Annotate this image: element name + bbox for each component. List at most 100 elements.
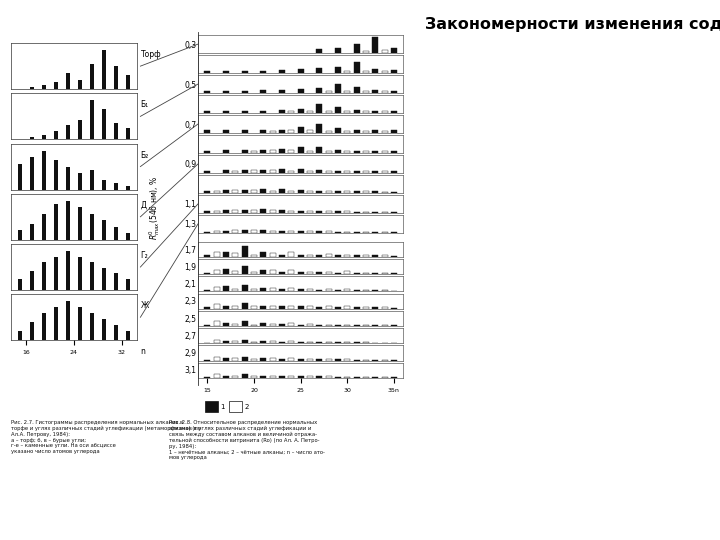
Bar (354, 307, 359, 309)
Bar (260, 230, 266, 233)
Bar (297, 307, 304, 309)
Bar (382, 360, 387, 361)
Bar (30, 157, 34, 190)
Bar (335, 128, 341, 133)
Bar (354, 377, 359, 378)
Bar (307, 342, 313, 343)
Bar (372, 232, 378, 233)
Bar (279, 188, 285, 193)
Bar (354, 110, 359, 113)
Bar (354, 360, 359, 361)
Bar (344, 211, 350, 213)
Bar (204, 273, 210, 274)
Bar (297, 89, 304, 93)
Text: 1,7: 1,7 (184, 246, 197, 254)
Text: 3,1: 3,1 (184, 367, 197, 375)
Bar (242, 171, 248, 173)
Bar (269, 306, 276, 309)
Bar (325, 191, 332, 193)
Bar (307, 171, 313, 173)
Text: 2: 2 (244, 404, 248, 410)
Bar (316, 307, 323, 309)
Bar (335, 191, 341, 193)
Bar (382, 111, 387, 113)
Bar (42, 85, 46, 89)
Bar (344, 171, 350, 173)
Bar (391, 360, 397, 361)
Bar (382, 50, 387, 53)
Bar (335, 150, 341, 153)
Bar (354, 212, 359, 213)
Bar (335, 273, 341, 274)
Bar (363, 51, 369, 53)
Bar (260, 323, 266, 326)
Bar (372, 255, 378, 257)
Bar (382, 325, 387, 326)
Bar (233, 271, 238, 274)
Bar (325, 325, 332, 326)
Bar (344, 342, 350, 343)
Bar (102, 319, 106, 340)
Bar (42, 135, 46, 139)
Bar (307, 359, 313, 361)
Bar (279, 289, 285, 292)
Bar (204, 377, 210, 378)
Bar (242, 266, 248, 274)
Bar (102, 180, 106, 190)
Bar (251, 171, 257, 173)
Bar (297, 127, 304, 133)
Bar (297, 325, 304, 326)
Bar (42, 262, 46, 290)
Bar (233, 376, 238, 378)
Bar (78, 80, 82, 89)
Bar (233, 211, 238, 213)
Bar (363, 111, 369, 113)
Bar (223, 111, 229, 113)
Bar (316, 49, 323, 53)
Bar (42, 151, 46, 190)
Bar (223, 91, 229, 93)
Bar (251, 307, 257, 309)
Bar (391, 131, 397, 133)
Bar (204, 360, 210, 361)
Bar (288, 269, 294, 274)
Bar (223, 71, 229, 73)
Bar (372, 212, 378, 213)
Bar (78, 173, 82, 190)
Bar (279, 110, 285, 113)
Bar (354, 87, 359, 93)
Bar (90, 170, 94, 190)
Bar (372, 69, 378, 73)
Bar (372, 273, 378, 274)
Text: 2,7: 2,7 (184, 332, 197, 341)
Bar (325, 342, 332, 343)
Bar (363, 131, 369, 133)
Bar (251, 359, 257, 361)
Bar (372, 325, 378, 326)
Bar (30, 224, 34, 240)
Bar (66, 301, 70, 340)
Bar (391, 291, 397, 292)
Bar (316, 290, 323, 292)
Text: 1,1: 1,1 (185, 200, 197, 210)
Bar (335, 307, 341, 309)
Bar (78, 307, 82, 340)
Bar (223, 131, 229, 133)
Bar (30, 322, 34, 340)
Bar (233, 359, 238, 361)
Bar (363, 191, 369, 193)
Bar (233, 230, 238, 233)
Text: 2,3: 2,3 (184, 298, 197, 306)
Bar (279, 307, 285, 309)
Bar (391, 171, 397, 173)
Text: 1,3: 1,3 (184, 220, 197, 230)
Bar (242, 230, 248, 233)
Bar (260, 71, 266, 73)
Text: Г₂: Г₂ (140, 251, 148, 260)
Bar (354, 171, 359, 173)
Bar (214, 287, 220, 292)
Bar (30, 271, 34, 290)
Text: 0,3: 0,3 (184, 40, 197, 50)
Bar (372, 191, 378, 193)
Text: 1,9: 1,9 (184, 263, 197, 272)
